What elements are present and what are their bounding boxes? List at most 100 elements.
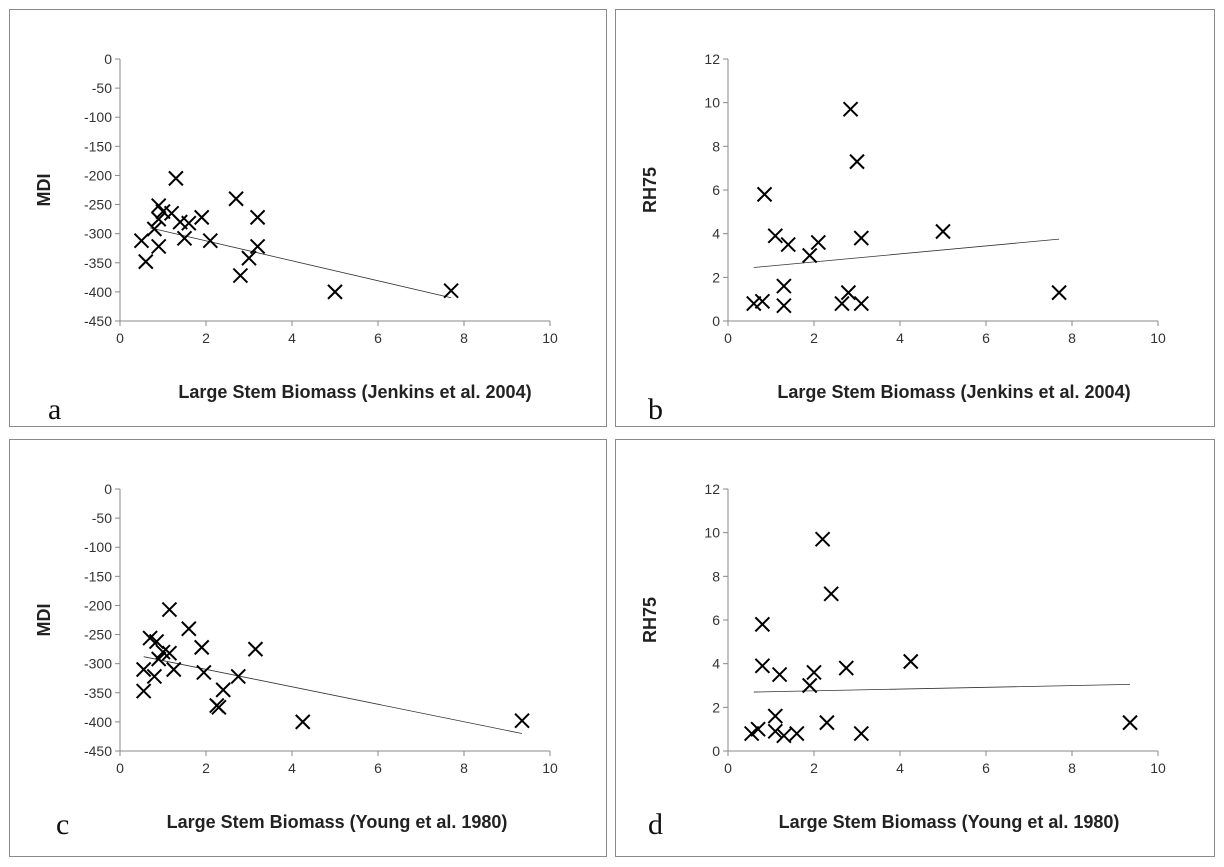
data-point-x-marker [135, 683, 152, 699]
y-tick-label: 12 [704, 51, 720, 67]
y-tick-label: 8 [712, 568, 720, 584]
data-point-x-marker [196, 664, 212, 681]
data-point-x-marker [767, 723, 784, 740]
x-tick-label: 8 [1068, 760, 1076, 776]
panel-label: b [648, 393, 663, 426]
x-tick-label: 2 [202, 330, 210, 346]
data-point-x-marker [176, 230, 193, 247]
panel-a: 0 -50 -100 -150 -200 -250 -300 -350 -400 -450 0 2 4 6… [9, 9, 607, 427]
x-tick-label: 0 [724, 760, 732, 776]
data-point-x-marker [241, 250, 257, 266]
data-point-x-marker [193, 209, 210, 226]
data-point-x-marker [903, 653, 919, 670]
data-point-x-marker [834, 295, 850, 312]
data-point-x-marker [853, 725, 870, 742]
y-tick-label: 10 [704, 95, 720, 111]
data-point-x-marker [754, 658, 771, 674]
y-tick-label: -100 [84, 539, 112, 555]
x-tick-label: 4 [896, 330, 904, 346]
data-point-x-marker [327, 284, 343, 300]
x-axis-label: Large Stem Biomass (Jenkins et al. 2004) [777, 382, 1130, 402]
data-point-x-marker [840, 284, 857, 301]
panel-c: 0 -50 -100 -150 -200 -250 -300 -350 -400 -450 0 2 4 6… [9, 439, 607, 857]
data-point-x-marker [228, 191, 244, 207]
y-tick-label: -200 [84, 167, 112, 183]
x-tick-label: 2 [202, 760, 210, 776]
data-point-x-marker [849, 153, 865, 170]
data-point-x-marker [181, 621, 197, 637]
data-point-x-marker [842, 101, 859, 117]
y-tick-label: 0 [712, 743, 720, 759]
y-tick-label: 4 [712, 226, 720, 242]
data-point-x-marker [166, 661, 182, 678]
data-point-x-marker [148, 633, 165, 650]
y-tick-label: -400 [84, 714, 112, 730]
data-point-x-marker [161, 601, 178, 618]
data-point-x-marker [202, 232, 219, 249]
x-tick-label: 8 [460, 330, 468, 346]
data-point-x-marker [155, 644, 171, 660]
x-axis-label: Large Stem Biomass (Young et al. 1980) [167, 812, 508, 832]
data-point-x-marker [767, 708, 784, 724]
data-point-x-marker [767, 228, 784, 244]
x-tick-label: 10 [1150, 330, 1166, 346]
data-point-x-marker [1051, 284, 1067, 301]
y-tick-label: 0 [712, 313, 720, 329]
data-point-x-marker [750, 721, 766, 737]
y-tick-label: -350 [84, 255, 112, 271]
chart-b: 0 2 4 6 8 10 12 0 2 4 6 8 10 RH75 Large Stem Biomass… [640, 51, 1166, 426]
y-tick-label: 6 [712, 612, 720, 628]
y-tick-label: -300 [84, 656, 112, 672]
panel-label: c [56, 808, 69, 841]
data-point-x-marker [161, 645, 178, 661]
x-tick-label: 6 [982, 330, 990, 346]
data-point-x-marker [853, 230, 870, 246]
data-point-x-marker [211, 699, 227, 716]
trendline [150, 227, 452, 299]
x-tick-label: 10 [1150, 760, 1166, 776]
x-tick-label: 6 [374, 330, 382, 346]
y-tick-label: -450 [84, 313, 112, 329]
x-tick-label: 0 [724, 330, 732, 346]
panel-label: d [648, 808, 663, 841]
data-point-x-marker [838, 660, 854, 676]
data-point-x-marker [771, 666, 788, 683]
data-point-x-marker [814, 531, 831, 547]
data-point-x-marker [135, 661, 152, 678]
chart-d: 0 2 4 6 8 10 12 0 2 4 6 8 10 RH75 Large Stem Biomass… [640, 481, 1166, 841]
data-point-x-marker [780, 236, 796, 253]
y-tick-label: -150 [84, 138, 112, 154]
data-point-x-marker [514, 713, 530, 729]
data-point-x-marker [776, 298, 792, 314]
data-point-x-marker [756, 186, 773, 203]
y-tick-label: 0 [104, 51, 112, 67]
data-point-x-marker [801, 247, 818, 264]
y-tick-label: 6 [712, 182, 720, 198]
x-tick-label: 2 [810, 760, 818, 776]
data-point-x-marker [230, 668, 246, 685]
data-point-x-marker [776, 728, 792, 744]
x-axis-label: Large Stem Biomass (Young et al. 1980) [779, 812, 1120, 832]
x-tick-label: 2 [810, 330, 818, 346]
data-point-x-marker [133, 232, 150, 249]
data-point-x-marker [935, 223, 951, 240]
x-tick-label: 0 [116, 330, 124, 346]
x-tick-label: 6 [374, 760, 382, 776]
data-point-x-marker [789, 725, 805, 742]
data-point-x-marker [810, 234, 827, 251]
y-tick-label: 10 [704, 525, 720, 541]
y-tick-label: -350 [84, 685, 112, 701]
panel-d: 0 2 4 6 8 10 12 0 2 4 6 8 10 RH75 Large Stem Biomass… [615, 439, 1215, 857]
x-tick-label: 4 [896, 760, 904, 776]
y-tick-label: -200 [84, 597, 112, 613]
y-tick-label: 2 [712, 269, 720, 285]
y-tick-label: -250 [84, 197, 112, 213]
data-point-x-marker [150, 238, 167, 255]
data-point-x-marker [1122, 714, 1138, 731]
x-tick-label: 4 [288, 330, 296, 346]
y-axis-label: RH75 [640, 167, 660, 213]
data-point-x-marker [249, 238, 266, 255]
x-tick-label: 6 [982, 760, 990, 776]
y-tick-label: 2 [712, 699, 720, 715]
